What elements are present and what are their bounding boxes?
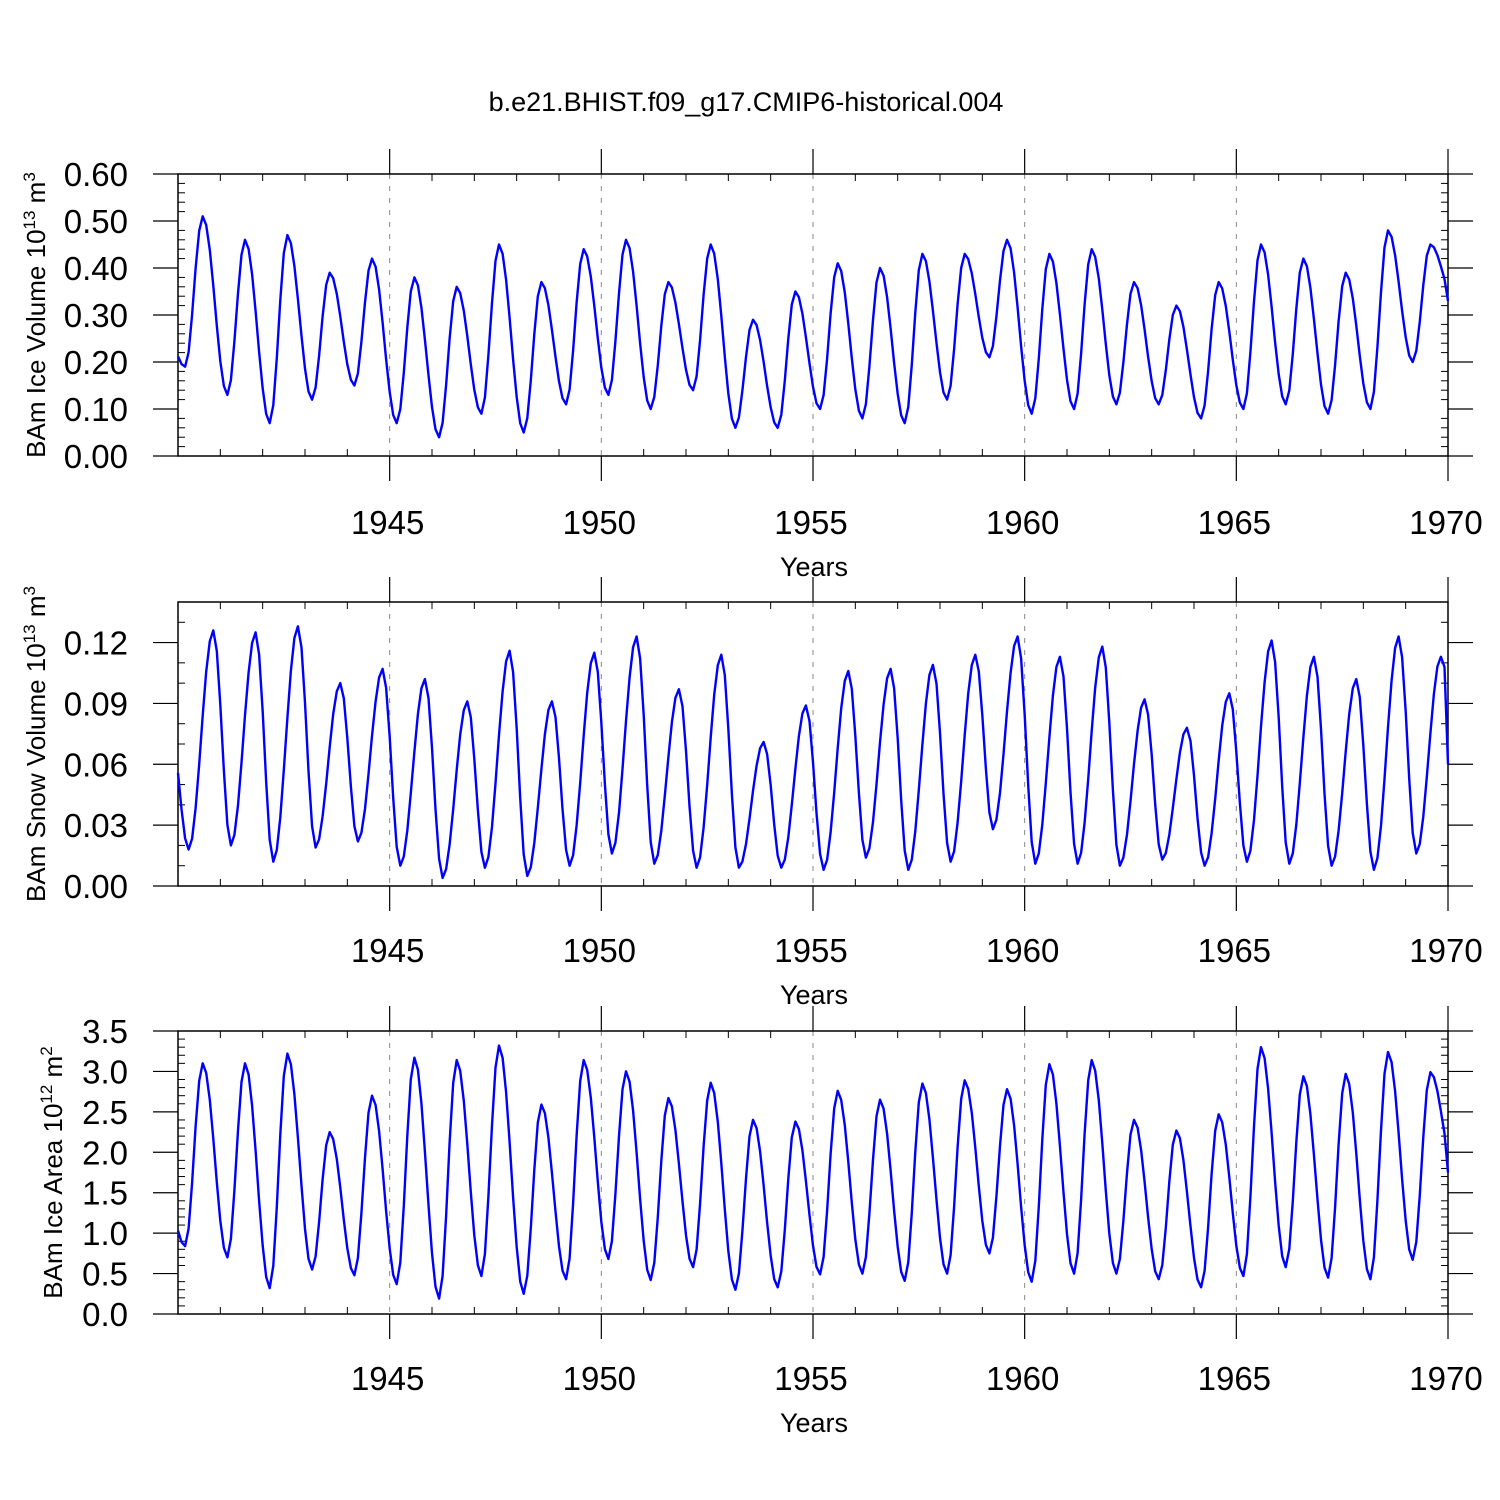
- y-tick-label: 2.0: [82, 1134, 128, 1171]
- y-tick-label: 0.40: [64, 250, 128, 287]
- x-axis-label: Years: [780, 1408, 848, 1438]
- x-tick-label: 1960: [986, 1360, 1059, 1397]
- x-tick-label: 1970: [1409, 504, 1482, 541]
- x-tick-label: 1950: [563, 932, 636, 969]
- y-axis-label: BAm Ice Volume 1013 m3: [20, 172, 51, 458]
- x-tick-label: 1945: [351, 504, 424, 541]
- y-tick-label: 0.10: [64, 391, 128, 428]
- x-tick-label: 1960: [986, 504, 1059, 541]
- y-tick-label: 0.60: [64, 156, 128, 193]
- y-tick-label: 0.06: [64, 746, 128, 783]
- y-tick-label: 3.5: [82, 1013, 128, 1050]
- x-tick-label: 1945: [351, 1360, 424, 1397]
- x-tick-label: 1955: [774, 1360, 847, 1397]
- x-tick-label: 1950: [563, 1360, 636, 1397]
- x-tick-label: 1970: [1409, 932, 1482, 969]
- x-axis-label: Years: [780, 980, 848, 1010]
- x-tick-label: 1965: [1198, 504, 1271, 541]
- x-tick-label: 1965: [1198, 1360, 1271, 1397]
- panel-3: 1945 1950 1955 1960 1965 1970 0.00.5 1.01.5 2.02…: [37, 1006, 1483, 1438]
- y-tick-label: 0.0: [82, 1296, 128, 1333]
- x-axis-label: Years: [780, 552, 848, 582]
- y-tick-label: 0.12: [64, 625, 128, 662]
- series-line: [176, 1044, 1450, 1300]
- y-tick-label: 0.03: [64, 807, 128, 844]
- x-tick-label: 1950: [563, 504, 636, 541]
- series-line: [176, 625, 1450, 880]
- y-tick-label: 0.30: [64, 297, 128, 334]
- x-tick-label: 1965: [1198, 932, 1271, 969]
- y-tick-label: 0.20: [64, 344, 128, 381]
- y-tick-label: 0.5: [82, 1256, 128, 1293]
- panel-1: 1945 1950 1955 1960 1965 1970 0.00 0.10 0.20 0.30…: [20, 149, 1483, 582]
- panel-2: 1945 1950 1955 1960 1965 1970 0.00 0.03 0.06 0.09…: [20, 577, 1483, 1010]
- plot-frame: [177, 173, 1449, 457]
- figure-title: b.e21.BHIST.f09_g17.CMIP6-historical.004: [489, 87, 1004, 117]
- y-tick-label: 0.09: [64, 685, 128, 722]
- y-tick-label: 0.00: [64, 868, 128, 905]
- x-tick-label: 1955: [774, 504, 847, 541]
- y-axis-label: BAm Snow Volume 1013 m3: [20, 586, 51, 902]
- y-axis-label: BAm Ice Area 1012 m2: [37, 1046, 68, 1298]
- y-tick-label: 1.5: [82, 1175, 128, 1212]
- x-tick-label: 1955: [774, 932, 847, 969]
- x-tick-label: 1960: [986, 932, 1059, 969]
- y-tick-label: 0.00: [64, 438, 128, 475]
- y-tick-label: 1.0: [82, 1215, 128, 1252]
- x-tick-label: 1945: [351, 932, 424, 969]
- y-tick-label: 0.50: [64, 203, 128, 240]
- series-line: [176, 215, 1450, 439]
- y-tick-label: 2.5: [82, 1094, 128, 1131]
- x-tick-label: 1970: [1409, 1360, 1482, 1397]
- y-tick-label: 3.0: [82, 1053, 128, 1090]
